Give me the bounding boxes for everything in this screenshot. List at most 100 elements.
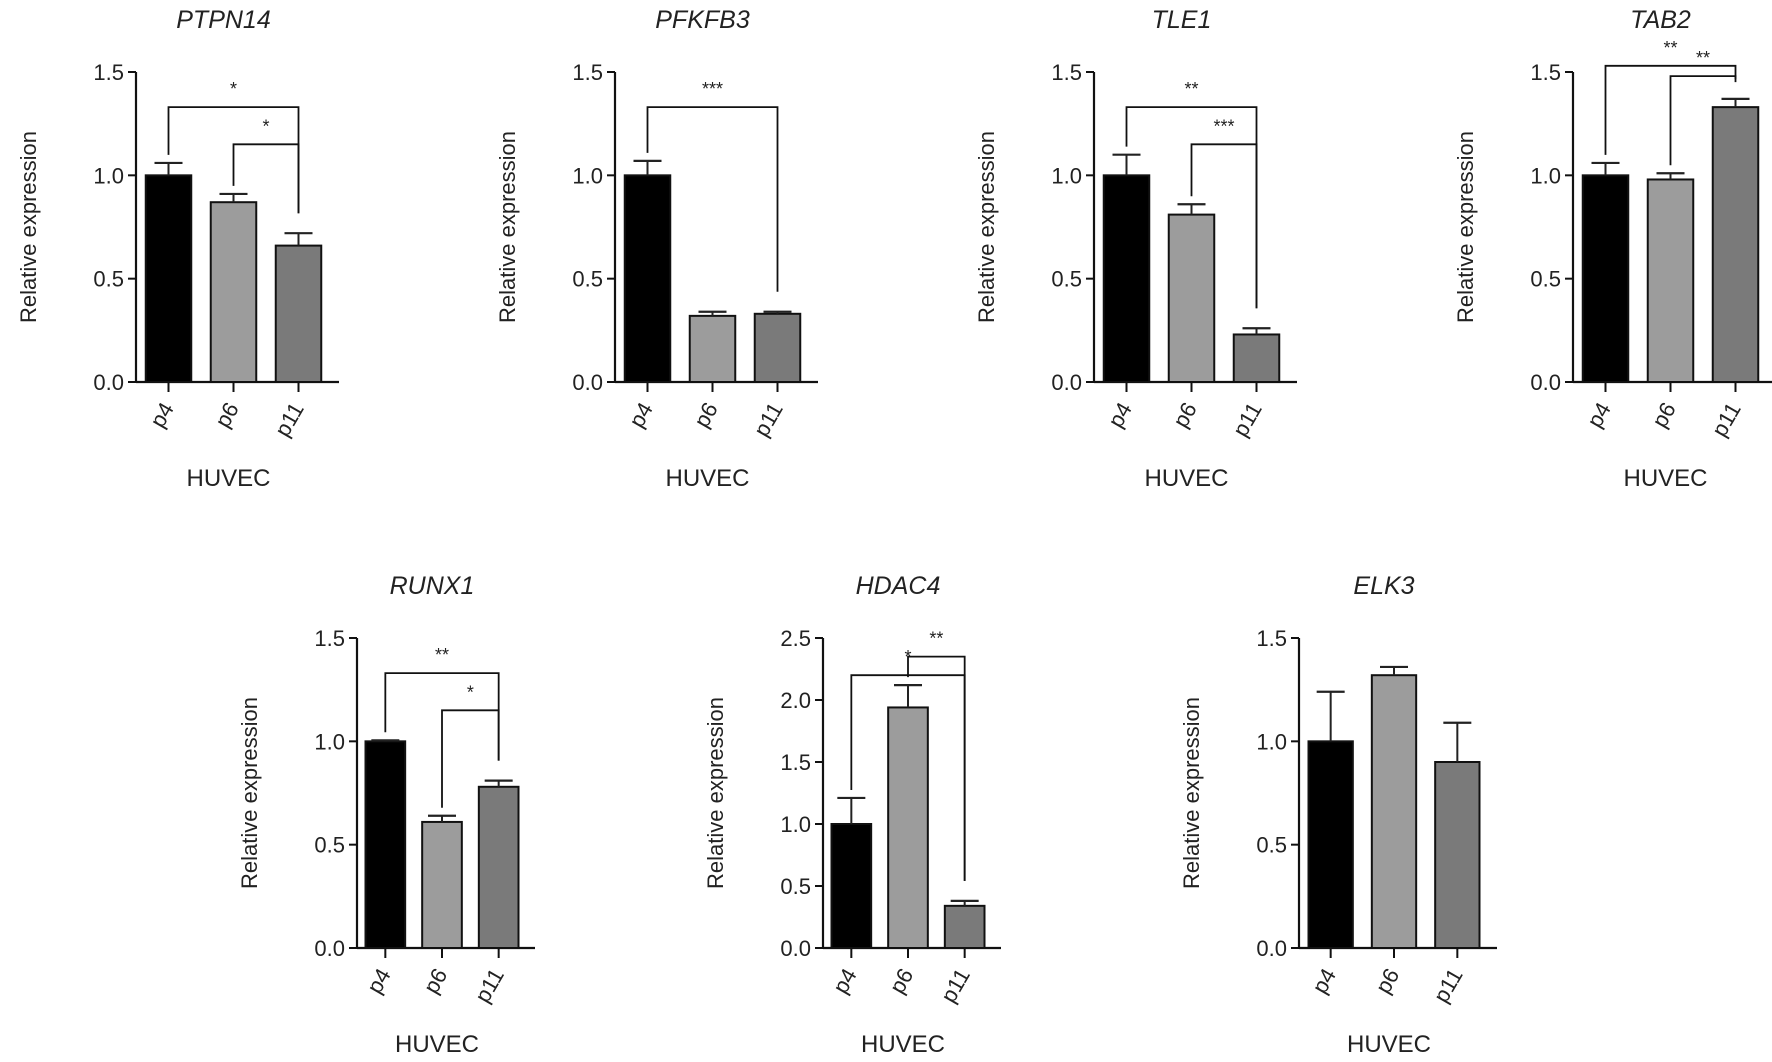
y-tick-label: 1.0 <box>1256 729 1287 754</box>
x-axis-label: HUVEC <box>395 1031 479 1058</box>
bar-chart-ptpn14: PTPN14 0.0 0.5 1.0 1.5 Relative expression p4 p… <box>16 6 339 492</box>
x-axis-label: HUVEC <box>861 1031 945 1058</box>
y-tick-label: 0.0 <box>314 936 345 961</box>
significance-bracket <box>1604 64 1737 155</box>
significance-bracket <box>232 143 300 214</box>
bar-p4 <box>1102 174 1151 383</box>
bar-p11 <box>1434 761 1481 949</box>
x-category-label: p11 <box>749 398 788 441</box>
y-axis-label: Relative expression <box>703 697 728 889</box>
bar-p11 <box>943 904 986 950</box>
y-tick-label: 0.5 <box>93 267 124 292</box>
chart-title: PTPN14 <box>176 6 270 34</box>
x-axis-label: HUVEC <box>1347 1031 1431 1058</box>
y-tick-label: 1.5 <box>93 60 124 85</box>
significance-label: ** <box>1696 48 1710 68</box>
bar-p6 <box>1167 213 1216 383</box>
x-category-label: p6 <box>1168 398 1202 432</box>
y-tick-label: 0.5 <box>572 267 603 292</box>
x-category-label: p11 <box>1228 398 1267 441</box>
x-category-label: p11 <box>936 964 975 1007</box>
y-tick-label: 1.0 <box>314 729 345 754</box>
bar-p4 <box>1581 174 1630 383</box>
y-tick-label: 1.5 <box>1256 626 1287 651</box>
y-axis-label: Relative expression <box>1179 697 1204 889</box>
significance-label: ** <box>929 629 943 649</box>
bar-p11 <box>274 244 323 383</box>
bar-p4 <box>830 823 873 949</box>
y-tick-label: 0.0 <box>780 936 811 961</box>
y-tick-label: 1.0 <box>93 163 124 188</box>
chart-title: TAB2 <box>1630 6 1691 34</box>
bar-p6 <box>1370 674 1418 949</box>
x-category-label: p4 <box>1307 964 1341 998</box>
bar-p6 <box>688 314 737 383</box>
significance-bracket <box>1190 143 1258 309</box>
x-category-label: p6 <box>418 964 452 998</box>
bar-p4 <box>144 174 193 383</box>
bar-chart-pfkfb3: PFKFB3 0.0 0.5 1.0 1.5 Relative expression p4 p… <box>495 6 818 492</box>
y-tick-label: 1.5 <box>314 626 345 651</box>
y-tick-label: 0.0 <box>572 370 603 395</box>
bar-p4 <box>364 740 407 949</box>
x-axis-label: HUVEC <box>1623 465 1707 492</box>
x-category-label: p6 <box>884 964 918 998</box>
x-category-label: p6 <box>1647 398 1681 432</box>
y-tick-label: 0.5 <box>1051 267 1082 292</box>
x-category-label: p6 <box>1370 964 1404 998</box>
chart-title: PFKFB3 <box>655 6 750 34</box>
x-category-label: p4 <box>828 964 862 998</box>
bar-chart-hdac4: HDAC4 0.0 0.5 1.0 1.5 2.0 2.5 Relative expressi… <box>703 572 1001 1058</box>
y-axis-label: Relative expression <box>237 697 262 889</box>
y-tick-label: 1.5 <box>1530 60 1561 85</box>
y-axis-label: Relative expression <box>495 131 520 323</box>
x-category-label: p4 <box>1103 398 1137 432</box>
significance-bracket <box>1669 75 1737 166</box>
y-tick-label: 1.0 <box>780 812 811 837</box>
y-tick-label: 1.5 <box>780 750 811 775</box>
x-category-label: p4 <box>362 964 396 998</box>
y-tick-label: 1.0 <box>572 163 603 188</box>
y-tick-label: 2.0 <box>780 688 811 713</box>
x-axis-label: HUVEC <box>1144 465 1228 492</box>
y-tick-label: 0.0 <box>93 370 124 395</box>
bar-chart-tab2: TAB2 0.0 0.5 1.0 1.5 Relative expression p4 p6 p… <box>1453 6 1772 492</box>
chart-title: TLE1 <box>1152 6 1212 34</box>
x-category-label: p11 <box>470 964 509 1007</box>
bar-p4 <box>623 174 672 383</box>
significance-bracket <box>646 106 779 292</box>
bar-p6 <box>887 706 929 949</box>
significance-label: * <box>262 116 269 136</box>
bar-p11 <box>1711 106 1760 383</box>
x-category-label: p4 <box>624 398 658 432</box>
y-axis-label: Relative expression <box>974 131 999 323</box>
bar-p11 <box>477 785 520 949</box>
y-tick-label: 1.5 <box>572 60 603 85</box>
bar-chart-tle1: TLE1 0.0 0.5 1.0 1.5 Relative expression p4 p6 p… <box>974 6 1297 492</box>
x-category-label: p11 <box>270 398 309 441</box>
bar-chart-runx1: RUNX1 0.0 0.5 1.0 1.5 Relative expression p4 p6… <box>237 572 535 1058</box>
y-tick-label: 0.5 <box>1256 833 1287 858</box>
y-axis-label: Relative expression <box>1453 131 1478 323</box>
chart-title: HDAC4 <box>856 572 941 600</box>
bar-p11 <box>753 312 802 383</box>
significance-label: *** <box>1213 116 1234 136</box>
bar-p6 <box>209 201 258 383</box>
x-category-label: p4 <box>1582 398 1616 432</box>
x-category-label: p6 <box>210 398 244 432</box>
y-tick-label: 1.0 <box>1051 163 1082 188</box>
y-tick-label: 0.5 <box>780 874 811 899</box>
x-category-label: p4 <box>145 398 179 432</box>
significance-label: * <box>230 79 237 99</box>
y-tick-label: 1.0 <box>1530 163 1561 188</box>
y-tick-label: 0.5 <box>314 833 345 858</box>
chart-title: RUNX1 <box>390 572 475 600</box>
x-axis-label: HUVEC <box>186 465 270 492</box>
significance-label: *** <box>702 79 723 99</box>
significance-label: * <box>467 682 474 702</box>
x-category-label: p11 <box>1707 398 1746 441</box>
y-axis-label: Relative expression <box>16 131 41 323</box>
y-tick-label: 0.0 <box>1256 936 1287 961</box>
bar-p6 <box>421 820 463 950</box>
